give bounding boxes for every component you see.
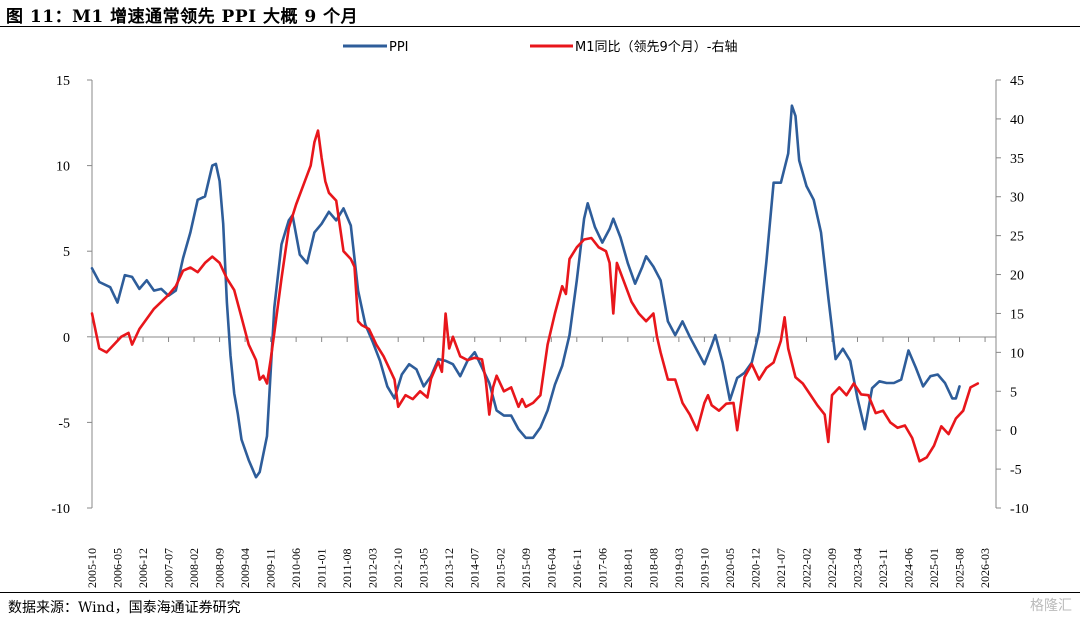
right-tick-label: 30 — [1010, 191, 1024, 206]
x-tick-label: 2020-12 — [748, 548, 762, 588]
right-tick-label: 0 — [1010, 424, 1017, 439]
legend-label: M1同比（领先9个月）-右轴 — [575, 40, 737, 55]
x-tick-label: 2016-11 — [570, 548, 584, 588]
right-tick-label: 15 — [1010, 307, 1024, 322]
x-tick-label: 2026-03 — [978, 548, 992, 588]
right-tick-label: 5 — [1010, 385, 1017, 400]
m1-series-line — [90, 129, 980, 463]
x-tick-label: 2011-01 — [315, 548, 329, 588]
x-tick-label: 2023-11 — [876, 548, 890, 588]
left-tick-label: 15 — [56, 74, 70, 89]
x-tick-label: 2009-11 — [264, 548, 278, 588]
x-tick-label: 2010-06 — [289, 548, 303, 588]
x-tick-label: 2013-05 — [417, 548, 431, 588]
left-tick-label: 0 — [63, 331, 70, 346]
x-tick-label: 2025-08 — [953, 548, 967, 588]
x-tick-label: 2019-10 — [697, 548, 711, 588]
x-tick-label: 2009-04 — [238, 548, 252, 588]
x-tick-label: 2012-10 — [391, 548, 405, 588]
right-tick-label: -10 — [1010, 502, 1029, 517]
x-tick-label: 2016-04 — [544, 548, 558, 588]
right-tick-label: 20 — [1010, 269, 1024, 284]
x-tick-label: 2019-03 — [672, 548, 686, 588]
ppi-series-line — [90, 104, 961, 479]
legend-label: PPI — [389, 40, 409, 55]
chart-legend: PPI M1同比（领先9个月）-右轴 — [343, 40, 737, 55]
x-tick-label: 2014-07 — [468, 548, 482, 588]
x-tick-label: 2020-05 — [723, 548, 737, 588]
line-chart: PPI M1同比（领先9个月）-右轴 -10 -5 0 5 10 15 -10 -5 0 5 10 15… — [51, 40, 1028, 588]
x-tick-label: 2022-02 — [799, 548, 813, 588]
x-tick-label: 2013-12 — [442, 548, 456, 588]
x-tick-label: 2023-04 — [850, 548, 864, 588]
right-tick-label: 35 — [1010, 152, 1024, 167]
right-tick-label: 45 — [1010, 74, 1024, 89]
x-tick-label: 2017-06 — [595, 548, 609, 588]
x-tick-label: 2022-09 — [825, 548, 839, 588]
x-tick-label: 2015-02 — [493, 548, 507, 588]
right-tick-label: 10 — [1010, 346, 1024, 361]
x-tick-label: 2008-09 — [213, 548, 227, 588]
series-layer — [90, 104, 980, 479]
x-tick-label: 2012-03 — [366, 548, 380, 588]
left-tick-label: -5 — [58, 416, 70, 431]
x-tick-label: 2006-05 — [111, 548, 125, 588]
watermark-logo: 格隆汇 — [1030, 598, 1072, 614]
x-tick-label: 2018-01 — [621, 548, 635, 588]
left-tick-label: 10 — [56, 160, 70, 175]
right-tick-label: 40 — [1010, 113, 1024, 128]
x-tick-label: 2006-12 — [136, 548, 150, 588]
x-tick-label: 2008-02 — [187, 548, 201, 588]
x-tick-label: 2015-09 — [519, 548, 533, 588]
source-divider — [0, 592, 1080, 593]
x-tick-label: 2018-08 — [646, 548, 660, 588]
chart-axes: -10 -5 0 5 10 15 -10 -5 0 5 10 15 20 25 30 35 40 45 2005-1… — [51, 74, 1028, 588]
x-tick-label: 2007-07 — [162, 548, 176, 588]
source-note: 数据来源：Wind，国泰海通证券研究 — [8, 600, 241, 616]
x-tick-label: 2011-08 — [340, 548, 354, 588]
right-tick-label: 25 — [1010, 230, 1024, 245]
right-tick-label: -5 — [1010, 463, 1022, 478]
left-tick-label: -10 — [51, 502, 70, 517]
title-divider — [0, 26, 1080, 27]
x-tick-label: 2024-06 — [902, 548, 916, 588]
x-tick-label: 2021-07 — [774, 548, 788, 588]
x-tick-label: 2025-01 — [927, 548, 941, 588]
left-tick-label: 5 — [63, 245, 70, 260]
x-tick-label: 2005-10 — [85, 548, 99, 588]
figure-title: 图 11：M1 增速通常领先 PPI 大概 9 个月 — [6, 7, 359, 27]
